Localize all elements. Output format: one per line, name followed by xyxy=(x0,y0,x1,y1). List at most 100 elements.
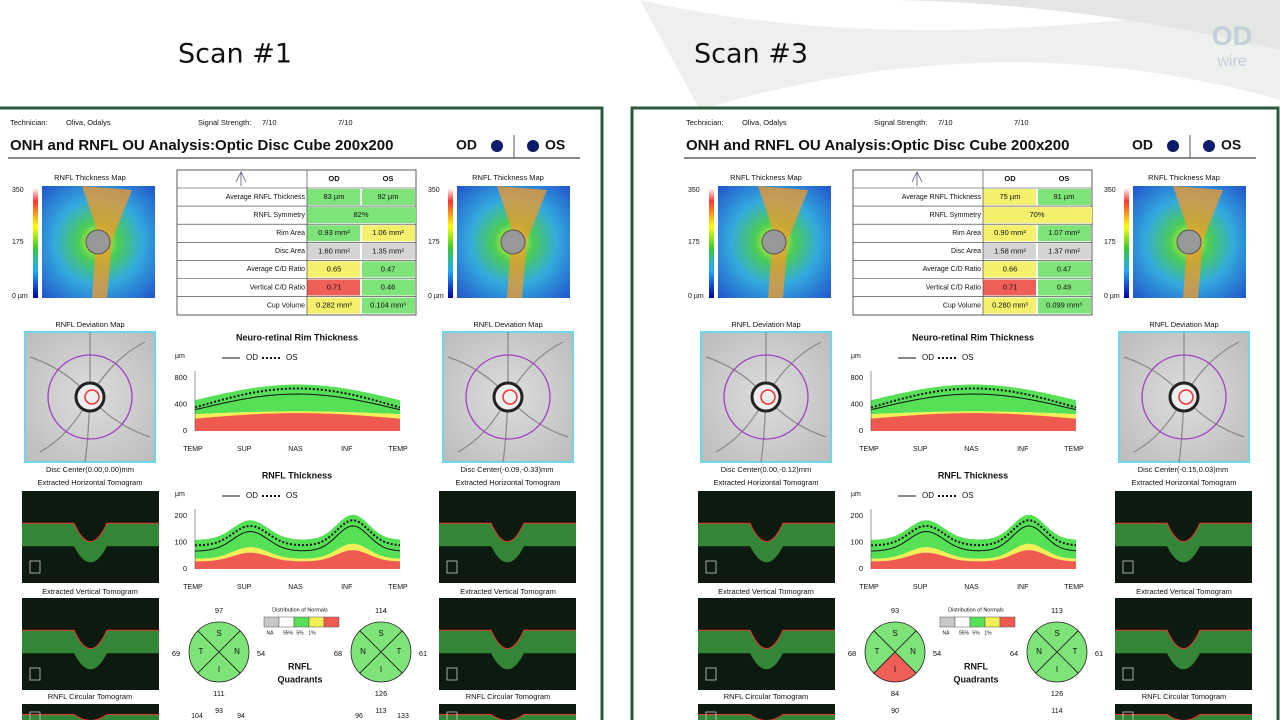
normals-swatch xyxy=(278,616,295,628)
ilm-line xyxy=(439,522,576,542)
map-title: RNFL Deviation Map xyxy=(55,320,124,329)
quadrant-letter: S xyxy=(1054,629,1059,638)
x-tick-label: NAS xyxy=(964,446,979,453)
quadrant-sector xyxy=(188,630,220,674)
normal-band xyxy=(195,514,400,559)
cell-value: 0.93 mm² xyxy=(318,228,350,237)
tomogram-title: Extracted Horizontal Tomogram xyxy=(38,478,143,487)
cell xyxy=(362,279,415,296)
cell xyxy=(1038,225,1091,242)
cell-value: 0.104 mm³ xyxy=(370,301,406,310)
row-label: Average RNFL Thickness xyxy=(226,194,306,201)
normals-label: 5% xyxy=(972,630,980,636)
x-tick-label: NAS xyxy=(964,584,979,591)
logo-sub: wire xyxy=(1216,53,1246,70)
scan-circle xyxy=(1141,354,1227,440)
normal-band xyxy=(871,514,1076,559)
map-title: RNFL Deviation Map xyxy=(731,320,800,329)
scan-circle xyxy=(723,354,809,440)
cell xyxy=(362,225,415,242)
x-tick-label: SUP xyxy=(237,584,252,591)
x-tick-label: TEMP xyxy=(1064,446,1084,453)
cell xyxy=(983,243,1036,260)
eye-dot xyxy=(491,140,503,152)
scale-label: 0 µm xyxy=(12,293,28,300)
report-title: ONH and RNFL OU Analysis:Optic Disc Cube… xyxy=(686,137,1069,154)
normals-label: 1% xyxy=(984,630,992,636)
disc-center: Disc Center(0.00,-0.12)mm xyxy=(721,465,811,474)
clock-value: 90 xyxy=(891,708,899,715)
cell xyxy=(1038,279,1091,296)
retina-layer xyxy=(1115,523,1252,563)
color-bar xyxy=(709,188,714,298)
eye-label: OS xyxy=(545,137,565,153)
row-label: RNFL Symmetry xyxy=(930,212,982,219)
y-tick-label: 0 xyxy=(183,564,187,573)
quadrant-value: 54 xyxy=(933,649,941,658)
normals-title: Distribution of Normals xyxy=(272,607,328,613)
cell-value: 0.099 mm³ xyxy=(1046,301,1082,310)
quadrant-letter: I xyxy=(894,665,896,674)
tomogram-icon xyxy=(705,667,717,681)
tomogram-icon xyxy=(705,711,717,720)
chart-unit: µm xyxy=(175,491,185,498)
tomogram-title: Extracted Vertical Tomogram xyxy=(42,587,138,596)
technician: Oliva, Odalys xyxy=(66,118,111,127)
x-tick-label: TEMP xyxy=(388,446,408,453)
clock-value: 96 xyxy=(355,713,363,720)
od-line xyxy=(194,525,401,552)
table-icon xyxy=(235,171,247,186)
map-title: RNFL Thickness Map xyxy=(54,173,126,182)
eye-label: OS xyxy=(1221,137,1241,153)
retina-layer xyxy=(1115,714,1252,720)
y-tick-label: 0 xyxy=(183,426,187,435)
cell xyxy=(362,297,415,314)
quadrant-sector xyxy=(1056,630,1088,674)
normal-band xyxy=(195,413,400,431)
od-line xyxy=(870,525,1077,552)
quadrant-letter: N xyxy=(234,647,240,656)
tomogram-title: Extracted Vertical Tomogram xyxy=(1136,587,1232,596)
cell-value: 0.282 mm³ xyxy=(316,301,352,310)
cup-ring xyxy=(502,389,518,405)
od-line xyxy=(870,393,1077,411)
quadrant-sector xyxy=(359,651,403,683)
tomogram-icon xyxy=(1122,711,1134,720)
cell-value: 83 µm xyxy=(324,192,345,201)
disc-ring xyxy=(74,381,106,413)
normals-label: 1% xyxy=(308,630,316,636)
x-tick-label: NAS xyxy=(288,446,303,453)
quadrant-letter: S xyxy=(216,629,221,638)
cell-value: 0.47 xyxy=(381,264,396,273)
quadrant-sector xyxy=(873,621,917,653)
eye-dot xyxy=(1167,140,1179,152)
cell xyxy=(307,297,360,314)
cell-value: 91 µm xyxy=(1054,192,1075,201)
cell-value: 1.35 mm² xyxy=(372,246,404,255)
normals-swatch xyxy=(984,616,1001,628)
normal-band xyxy=(195,384,400,415)
normals-swatch xyxy=(939,616,956,628)
cell xyxy=(362,189,415,205)
y-tick-label: 0 xyxy=(859,426,863,435)
y-tick-label: 200 xyxy=(850,511,863,520)
tomogram-title: Extracted Vertical Tomogram xyxy=(718,587,814,596)
retina-layer xyxy=(22,523,159,563)
normals-swatch xyxy=(323,616,340,628)
cell-value: 0.49 xyxy=(1057,282,1072,291)
quadrant-value: 126 xyxy=(1051,689,1064,698)
tomogram-icon xyxy=(1122,560,1134,574)
quadrants-title: RNFL xyxy=(288,661,312,671)
disc-center: Disc Center(-0.15,0.03)mm xyxy=(1138,465,1228,474)
y-tick-label: 800 xyxy=(174,373,187,382)
quadrant-letter: T xyxy=(1073,647,1078,656)
legend-label: OD xyxy=(246,491,258,500)
legend-label: OS xyxy=(962,491,974,500)
quadrant-sector xyxy=(380,630,412,674)
x-tick-label: SUP xyxy=(237,446,252,453)
eye-label: OD xyxy=(456,137,477,153)
scan-heading: Scan #3 xyxy=(694,39,808,70)
retina-layer xyxy=(698,630,835,670)
quadrant-sector xyxy=(350,630,382,674)
